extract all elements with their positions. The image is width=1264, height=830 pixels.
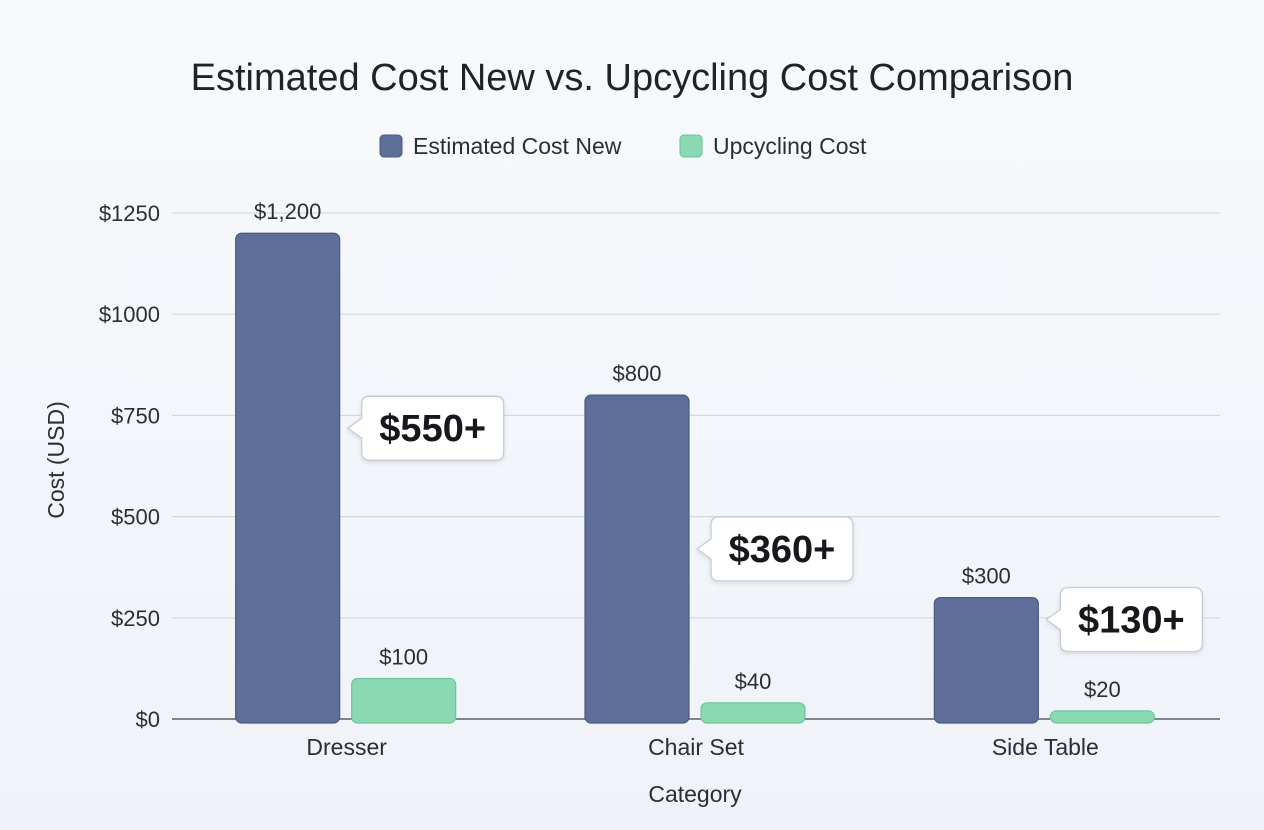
chart-title: Estimated Cost New vs. Upcycling Cost Co… bbox=[191, 57, 1074, 99]
y-tick-label: $500 bbox=[111, 505, 160, 530]
value-label-estimated-cost-new-side-table: $300 bbox=[962, 564, 1011, 589]
callout-side-table: $130+ bbox=[1045, 586, 1204, 653]
y-tick-label: $0 bbox=[136, 707, 160, 732]
legend-label-estimated-cost-new: Estimated Cost New bbox=[413, 133, 622, 159]
bar-upcycling-cost-dresser[interactable] bbox=[351, 677, 457, 724]
bar-estimated-cost-new-side-table[interactable] bbox=[933, 596, 1039, 724]
x-axis-categories: Dresser Chair Set Side Table bbox=[306, 734, 1098, 760]
legend-item-estimated-cost-new[interactable]: Estimated Cost New bbox=[379, 133, 622, 159]
legend-item-upcycling-cost[interactable]: Upcycling Cost bbox=[679, 133, 867, 159]
legend-label-upcycling-cost: Upcycling Cost bbox=[713, 133, 867, 159]
value-label-upcycling-cost-chair-set: $40 bbox=[735, 669, 772, 694]
y-tick-label: $750 bbox=[111, 403, 160, 428]
callout-chair-set: $360+ bbox=[695, 516, 854, 582]
bar-estimated-cost-new-chair-set[interactable] bbox=[584, 394, 690, 724]
value-labels: $1,200 $100 $800 $40 $300 $20 bbox=[254, 199, 1121, 702]
callout-dresser: $550+ bbox=[346, 395, 505, 461]
x-tick-label-dresser: Dresser bbox=[306, 734, 387, 760]
callout-text: $550+ bbox=[379, 408, 486, 450]
callout-box bbox=[695, 516, 854, 582]
callout-text: $130+ bbox=[1078, 600, 1185, 642]
x-tick-label-side-table: Side Table bbox=[992, 734, 1099, 760]
x-axis-title: Category bbox=[648, 781, 742, 807]
callout-box bbox=[346, 395, 505, 461]
value-label-upcycling-cost-side-table: $20 bbox=[1084, 677, 1121, 702]
y-axis-ticks: $0 $250 $500 $750 $1000 $1250 bbox=[99, 201, 160, 732]
bars bbox=[235, 232, 1155, 724]
callout-box bbox=[1045, 586, 1204, 653]
legend-swatch-estimated-cost-new bbox=[379, 134, 403, 158]
callout-text: $360+ bbox=[729, 529, 836, 571]
legend: Estimated Cost New Upcycling Cost bbox=[379, 133, 867, 159]
y-axis-title: Cost (USD) bbox=[43, 401, 69, 519]
legend-swatch-upcycling-cost bbox=[679, 134, 703, 158]
bar-upcycling-cost-chair-set[interactable] bbox=[700, 702, 806, 724]
savings-callouts: $550+ $360+ $130+ bbox=[346, 395, 1204, 653]
bar-estimated-cost-new-dresser[interactable] bbox=[235, 232, 341, 724]
x-tick-label-chair-set: Chair Set bbox=[648, 734, 744, 760]
y-tick-label: $1250 bbox=[99, 201, 160, 226]
grid-lines bbox=[172, 212, 1220, 720]
y-tick-label: $1000 bbox=[99, 302, 160, 327]
value-label-upcycling-cost-dresser: $100 bbox=[379, 645, 428, 670]
value-label-estimated-cost-new-chair-set: $800 bbox=[613, 361, 662, 386]
bar-upcycling-cost-side-table[interactable] bbox=[1049, 710, 1155, 724]
value-label-estimated-cost-new-dresser: $1,200 bbox=[254, 199, 321, 224]
y-tick-label: $250 bbox=[111, 606, 160, 631]
